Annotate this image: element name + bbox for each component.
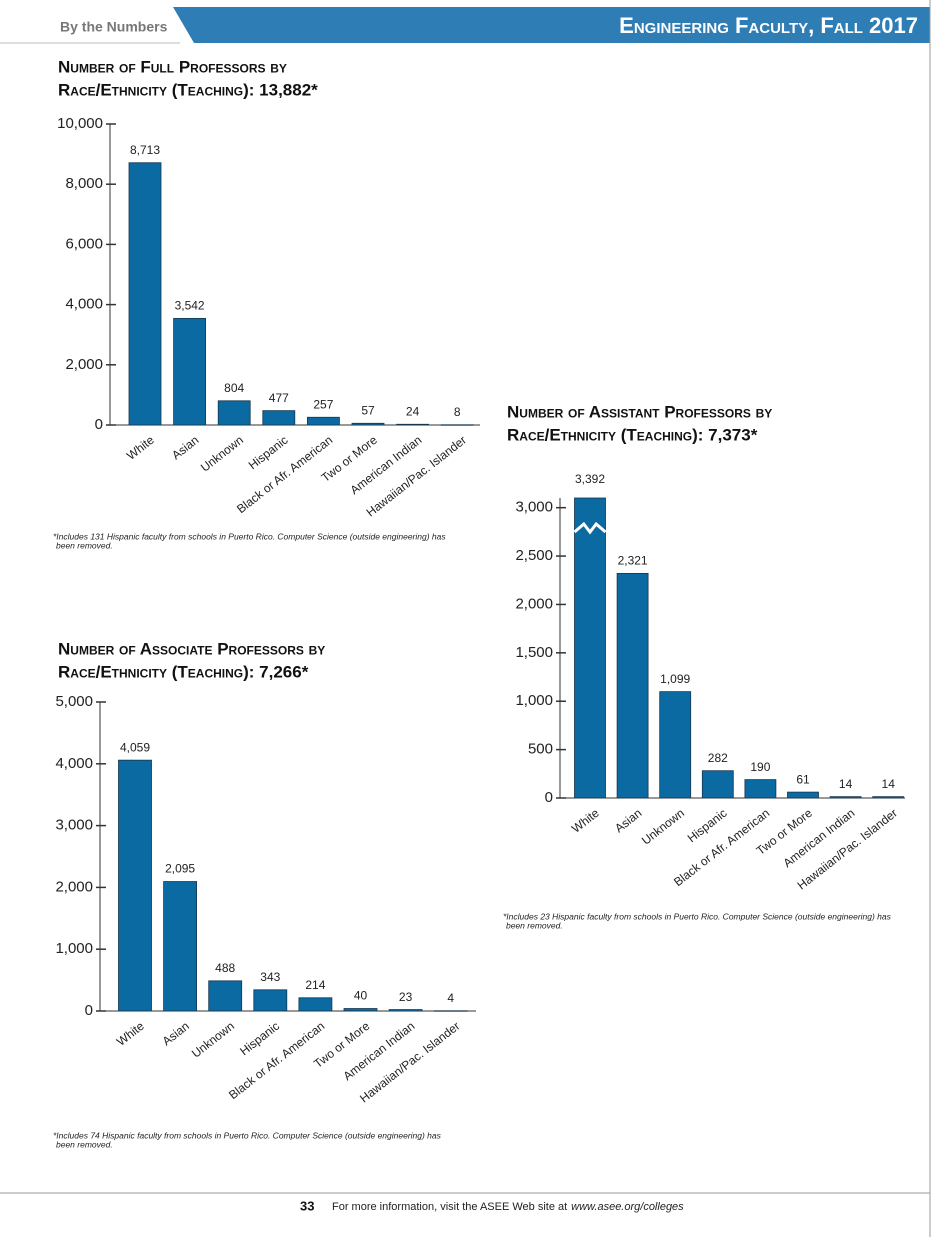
footer-text: For more information, visit the ASEE Web… bbox=[332, 1201, 567, 1213]
y-tick-label: 10,000 bbox=[57, 115, 103, 132]
value-label: 2,095 bbox=[165, 862, 195, 876]
footnote: *Includes 74 Hispanic faculty from schoo… bbox=[53, 1130, 442, 1140]
y-tick-label: 2,000 bbox=[55, 878, 93, 895]
y-tick-label: 0 bbox=[85, 1002, 93, 1019]
bar bbox=[306, 416, 340, 426]
bar bbox=[343, 1008, 378, 1012]
y-tick-label: 6,000 bbox=[65, 235, 103, 252]
bar bbox=[388, 1009, 423, 1012]
bar bbox=[659, 691, 692, 799]
bar bbox=[217, 400, 251, 426]
x-tick-label: Unknown bbox=[639, 806, 687, 848]
footnote: been removed. bbox=[506, 920, 563, 930]
bar bbox=[128, 162, 162, 426]
y-tick-label: 3,000 bbox=[515, 499, 553, 516]
bar bbox=[616, 572, 649, 799]
value-label: 2,321 bbox=[618, 554, 648, 568]
header-title: Engineering Faculty, Fall 2017 bbox=[619, 13, 918, 38]
footer-text: For more information, visit the ASEE Web… bbox=[332, 1201, 684, 1213]
value-label: 40 bbox=[354, 989, 368, 1003]
y-tick-label: 2,000 bbox=[515, 595, 553, 612]
value-label: 3,392 bbox=[575, 472, 605, 486]
header-band bbox=[173, 7, 930, 43]
bar bbox=[163, 881, 198, 1012]
bar bbox=[262, 410, 296, 426]
chart-title: Number of Full Professors by bbox=[58, 57, 287, 76]
value-label: 8,713 bbox=[130, 143, 160, 157]
bar bbox=[396, 423, 430, 426]
value-label: 23 bbox=[399, 990, 413, 1004]
bar bbox=[701, 770, 734, 799]
y-tick-label: 8,000 bbox=[65, 175, 103, 192]
y-tick-label: 1,000 bbox=[515, 692, 553, 709]
chart-title: Race/Ethnicity (Teaching): 7,373* bbox=[507, 425, 758, 444]
bar bbox=[118, 759, 152, 1012]
bar bbox=[829, 796, 862, 799]
bar bbox=[574, 497, 606, 799]
value-label: 190 bbox=[750, 760, 770, 774]
y-tick-label: 3,000 bbox=[55, 817, 93, 834]
value-label: 257 bbox=[313, 397, 333, 411]
value-label: 24 bbox=[406, 404, 420, 418]
value-label: 14 bbox=[839, 777, 853, 791]
y-tick-label: 4,000 bbox=[65, 296, 103, 313]
y-tick-label: 1,500 bbox=[515, 644, 553, 661]
y-tick-label: 500 bbox=[528, 741, 553, 758]
y-tick-label: 2,000 bbox=[65, 356, 103, 373]
footnote: been removed. bbox=[56, 1139, 113, 1149]
bar bbox=[744, 779, 777, 799]
bar bbox=[872, 796, 905, 799]
x-tick-label: Unknown bbox=[189, 1019, 237, 1061]
footer-url: www.asee.org/colleges bbox=[571, 1201, 684, 1213]
value-label: 1,099 bbox=[660, 672, 690, 686]
y-tick-label: 4,000 bbox=[55, 755, 93, 772]
bar bbox=[433, 1010, 468, 1012]
bar bbox=[173, 317, 207, 426]
x-tick-label: American Indian bbox=[780, 806, 857, 870]
x-tick-label: Asian bbox=[160, 1019, 192, 1049]
chart-title: Number of Assistant Professors by bbox=[507, 402, 772, 421]
value-label: 282 bbox=[708, 751, 728, 765]
x-tick-label: Asian bbox=[612, 806, 644, 836]
axis-break bbox=[573, 521, 607, 535]
header-section: By the Numbers bbox=[60, 19, 168, 35]
x-tick-label: Unknown bbox=[198, 433, 246, 475]
x-tick-label: White bbox=[569, 806, 602, 836]
value-label: 3,542 bbox=[175, 299, 205, 313]
x-tick-label: White bbox=[114, 1019, 147, 1049]
y-tick-label: 0 bbox=[95, 416, 103, 433]
value-label: 214 bbox=[305, 978, 325, 992]
bar bbox=[298, 997, 333, 1012]
x-tick-label: Asian bbox=[169, 433, 201, 463]
value-label: 343 bbox=[260, 970, 280, 984]
chart-title: Number of Associate Professors by bbox=[58, 639, 325, 658]
footnote: *Includes 131 Hispanic faculty from scho… bbox=[53, 531, 446, 541]
value-label: 477 bbox=[269, 391, 289, 405]
y-tick-label: 1,000 bbox=[55, 940, 93, 957]
y-tick-label: 0 bbox=[545, 789, 553, 806]
value-label: 4 bbox=[447, 991, 454, 1005]
page-number: 33 bbox=[300, 1198, 314, 1213]
value-label: 8 bbox=[454, 405, 461, 419]
footnote: been removed. bbox=[56, 540, 113, 550]
value-label: 4,059 bbox=[120, 740, 150, 754]
bar bbox=[351, 422, 385, 426]
x-tick-label: White bbox=[124, 433, 157, 463]
footnote: *Includes 23 Hispanic faculty from schoo… bbox=[503, 911, 892, 921]
bar bbox=[787, 791, 819, 799]
bar bbox=[208, 980, 243, 1012]
value-label: 57 bbox=[361, 403, 375, 417]
y-tick-label: 5,000 bbox=[55, 693, 93, 710]
y-tick-label: 2,500 bbox=[515, 547, 553, 564]
bar bbox=[440, 424, 474, 426]
value-label: 14 bbox=[882, 777, 896, 791]
bar bbox=[253, 989, 288, 1012]
value-label: 804 bbox=[224, 381, 244, 395]
chart-title: Race/Ethnicity (Teaching): 7,266* bbox=[58, 662, 309, 681]
value-label: 61 bbox=[796, 772, 810, 786]
chart-title: Race/Ethnicity (Teaching): 13,882* bbox=[58, 80, 318, 99]
value-label: 488 bbox=[215, 961, 235, 975]
